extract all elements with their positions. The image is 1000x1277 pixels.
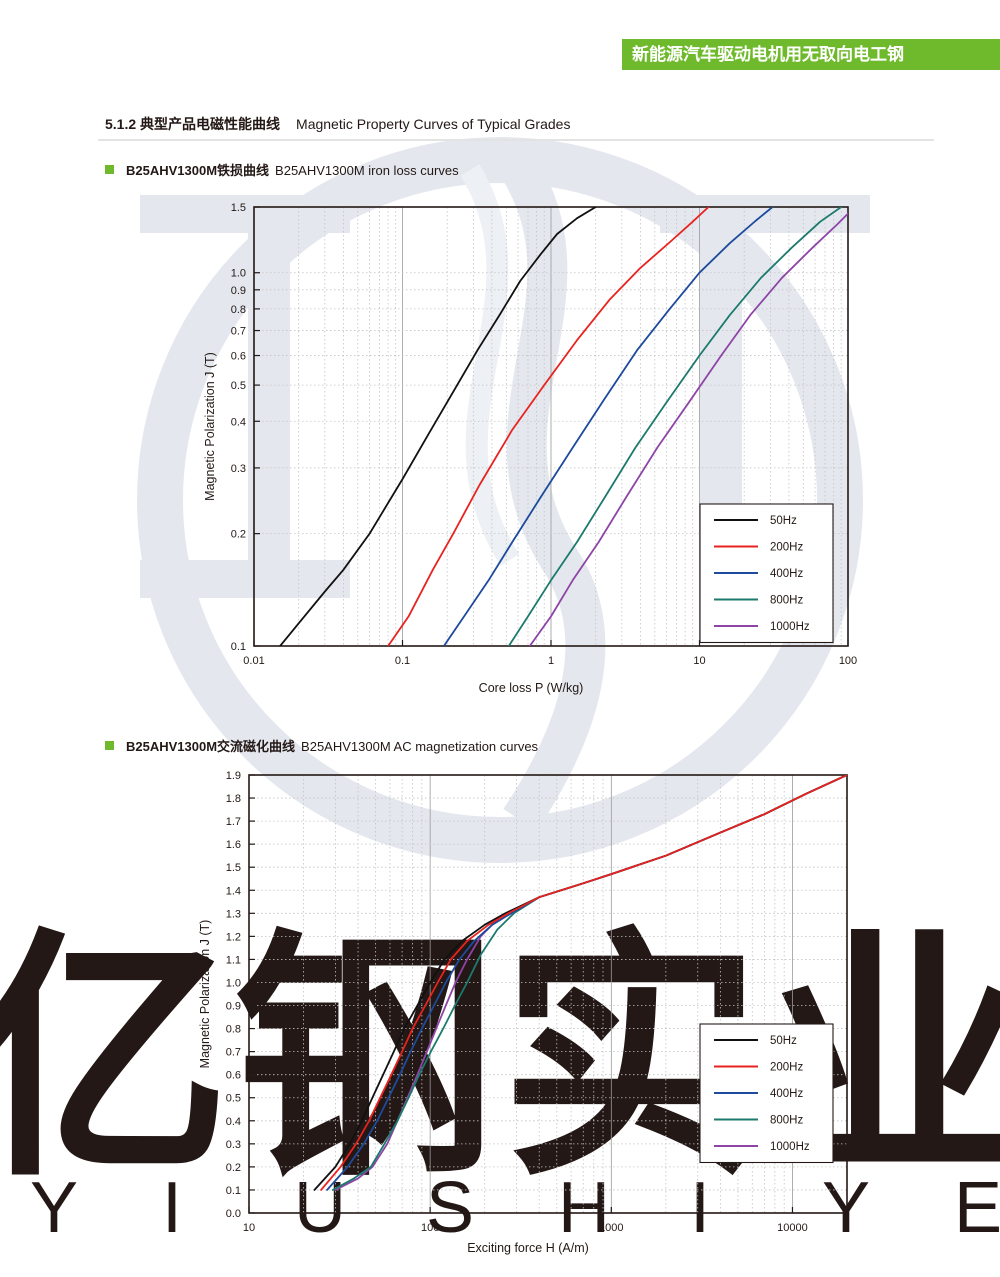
y-tick-label: 0.5 (226, 1093, 241, 1105)
section-title-cn: 5.1.2 典型产品电磁性能曲线 (105, 116, 281, 132)
y-tick-label: 0.5 (231, 380, 246, 392)
legend-label: 1000Hz (770, 1141, 810, 1153)
series-group (279, 207, 848, 646)
y-tick-label: 1.7 (226, 816, 241, 828)
x-tick-label: 10000 (777, 1222, 808, 1234)
iron-loss-chart: 0.01 0.1 1 10 100 0.1 0.2 0.3 0.4 0.5 0.6 0.7 0.8 0.9… (203, 202, 857, 695)
y-tick-label: 0.2 (226, 1162, 241, 1174)
x-axis-label: Exciting force H (A/m) (467, 1241, 589, 1255)
chart2-heading-en: B25AHV1300M AC magnetization curves (301, 739, 539, 754)
y-tick-label: 1.5 (231, 202, 246, 214)
y-tick-label: 1.8 (226, 793, 241, 805)
watermark-letter: Y (822, 1168, 870, 1248)
watermark-letter: Y (30, 1168, 78, 1248)
chart2-heading: B25AHV1300M交流磁化曲线 B25AHV1300M AC magnetiz… (105, 736, 538, 755)
y-tick-label: 0.6 (231, 351, 246, 363)
y-tick-label: 0.1 (231, 641, 246, 653)
x-tick-label: 10 (693, 655, 705, 667)
y-axis-label: Magnetic Polarization J (T) (203, 352, 217, 501)
y-tick-label: 0.9 (226, 1001, 241, 1013)
series-line-400hz (443, 207, 774, 646)
legend-label: 400Hz (770, 568, 803, 580)
legend-label: 800Hz (770, 595, 803, 607)
green-square-icon (105, 165, 114, 174)
y-tick-label: 0.4 (226, 1116, 241, 1128)
chart1-heading-cn: B25AHV1300M铁损曲线 (126, 163, 270, 178)
chart2-heading-cn: B25AHV1300M交流磁化曲线 (126, 739, 296, 754)
section-divider (98, 139, 934, 141)
chart1-heading: B25AHV1300M铁损曲线 B25AHV1300M iron loss cur… (105, 160, 459, 179)
watermark-letter: E (954, 1168, 1000, 1248)
chart1-heading-en: B25AHV1300M iron loss curves (275, 163, 459, 178)
y-tick-label: 0.2 (231, 529, 246, 541)
y-tick-label: 1.1 (226, 954, 241, 966)
y-tick-label: 0.8 (231, 304, 246, 316)
y-tick-label: 0.6 (226, 1070, 241, 1082)
x-tick-label: 1 (548, 655, 554, 667)
y-tick-label: 1.9 (226, 770, 241, 782)
legend-label: 50Hz (770, 1035, 797, 1047)
series-line-1000hz (528, 212, 848, 646)
x-tick-label: 10 (243, 1222, 255, 1234)
header-title: 新能源汽车驱动电机用无取向电工钢 (622, 39, 1000, 70)
watermark-letter: U (294, 1168, 346, 1248)
y-tick-label: 0.3 (226, 1139, 241, 1151)
legend: 50Hz 200Hz 400Hz 800Hz 1000Hz (699, 1023, 834, 1164)
watermark-letter: I (690, 1168, 710, 1248)
y-tick-label: 1.0 (231, 268, 246, 280)
x-tick-label: 0.01 (243, 655, 264, 667)
watermark-letter: I (162, 1168, 182, 1248)
magnetization-chart: 10 100 1000 10000 0.0 0.1 0.2 0.3 0.4 0.5 0.6 0.7 0.… (198, 770, 848, 1255)
y-tick-label: 0.4 (231, 416, 246, 428)
legend-label: 200Hz (770, 542, 803, 554)
x-tick-label: 100 (421, 1222, 439, 1234)
y-tick-label: 0.9 (231, 285, 246, 297)
x-axis-label: Core loss P (W/kg) (479, 681, 584, 695)
section-title: 5.1.2 典型产品电磁性能曲线 Magnetic Property Curves… (105, 114, 570, 134)
y-tick-label: 0.8 (226, 1024, 241, 1036)
legend-label: 50Hz (770, 515, 797, 527)
y-tick-label: 1.6 (226, 839, 241, 851)
legend-label: 1000Hz (770, 621, 810, 633)
y-tick-label: 1.5 (226, 862, 241, 874)
series-line-200hz (320, 775, 847, 1191)
x-tick-label: 100 (839, 655, 857, 667)
legend-label: 400Hz (770, 1088, 803, 1100)
green-square-icon (105, 741, 114, 750)
y-tick-label: 1.2 (226, 931, 241, 943)
legend: 50Hz 200Hz 400Hz 800Hz 1000Hz (699, 503, 834, 644)
y-tick-label: 0.7 (226, 1047, 241, 1059)
y-tick-label: 1.0 (226, 977, 241, 989)
watermark-letter: H (558, 1168, 610, 1248)
y-tick-label: 0.3 (231, 463, 246, 475)
legend-label: 200Hz (770, 1062, 803, 1074)
section-title-en: Magnetic Property Curves of Typical Grad… (296, 116, 571, 132)
series-group (313, 775, 847, 1191)
y-axis-label: Magnetic Polarization J (T) (198, 920, 212, 1069)
legend-label: 800Hz (770, 1115, 803, 1127)
x-tick-label: 0.1 (395, 655, 410, 667)
plot-frame (248, 774, 848, 1214)
series-line-800hz (507, 207, 843, 646)
y-tick-label: 0.1 (226, 1185, 241, 1197)
y-tick-label: 0.0 (226, 1208, 241, 1220)
watermark-letter: S (426, 1168, 474, 1248)
series-line-200hz (387, 207, 710, 646)
y-tick-label: 0.7 (231, 326, 246, 338)
y-tick-label: 1.4 (226, 885, 241, 897)
y-tick-label: 1.3 (226, 908, 241, 920)
x-tick-label: 1000 (599, 1222, 623, 1234)
series-line-50hz (279, 207, 597, 646)
